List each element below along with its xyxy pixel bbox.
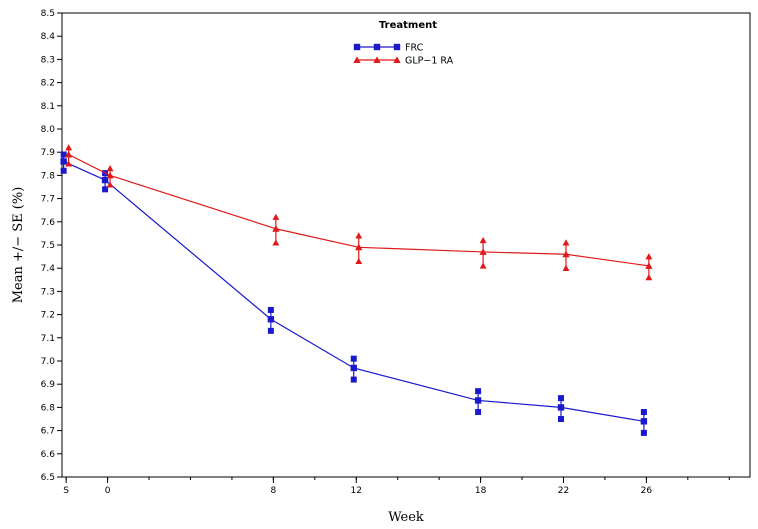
mean-marker xyxy=(64,150,73,158)
y-tick-label: 6.5 xyxy=(41,473,55,483)
lower-marker xyxy=(267,327,274,334)
lower-marker xyxy=(102,186,109,193)
y-tick-label: 7.8 xyxy=(41,171,56,181)
legend-label: GLP−1 RA xyxy=(405,56,454,67)
upper-marker xyxy=(60,151,67,158)
upper-marker xyxy=(479,236,487,244)
legend-label: FRC xyxy=(405,43,424,54)
series-1 xyxy=(64,144,653,281)
y-tick-label: 8.4 xyxy=(41,32,56,42)
y-tick-label: 7.2 xyxy=(41,311,55,321)
lower-marker xyxy=(645,274,653,281)
y-tick-label: 8.1 xyxy=(41,102,55,112)
x-tick-label: 22 xyxy=(558,486,569,496)
mean-marker xyxy=(640,418,648,425)
mean-marker xyxy=(267,316,275,323)
legend-marker xyxy=(353,43,361,51)
lower-marker xyxy=(65,160,73,167)
lower-marker xyxy=(350,376,357,383)
series-0 xyxy=(60,151,648,436)
x-tick-label: 18 xyxy=(475,486,487,496)
x-tick-label: 0 xyxy=(105,486,111,496)
y-tick-label: 7.6 xyxy=(41,218,56,228)
upper-marker xyxy=(65,144,73,151)
lower-marker xyxy=(475,409,482,416)
mean-marker xyxy=(60,158,67,165)
lower-marker xyxy=(272,239,280,246)
legend-marker xyxy=(353,56,361,63)
mean-marker xyxy=(101,176,109,184)
x-tick-label: 12 xyxy=(351,486,362,496)
y-tick-label: 7.9 xyxy=(41,148,56,158)
y-tick-label: 8.0 xyxy=(41,125,56,135)
series-layer xyxy=(60,144,653,436)
upper-marker xyxy=(272,213,280,220)
upper-marker xyxy=(355,232,363,239)
y-tick-label: 7.7 xyxy=(41,195,55,205)
upper-marker xyxy=(267,306,274,313)
y-axis: 6.5 6.6 6.7 6.8 6.9 7.0 7.1 7.2 7.3 7.4 7.5 7.6 7.7 7… xyxy=(41,9,62,483)
plot-frame xyxy=(61,12,751,478)
mean-marker xyxy=(557,404,565,411)
upper-marker xyxy=(106,164,114,172)
y-tick-label: 6.8 xyxy=(41,403,56,413)
legend-marker xyxy=(393,43,401,51)
mean-marker xyxy=(474,397,482,404)
x-axis: S 0 8 12 18 22 26 xyxy=(63,477,730,496)
x-tick-label: 8 xyxy=(271,486,277,496)
upper-marker xyxy=(640,409,647,416)
lower-marker xyxy=(60,167,67,174)
mean-marker xyxy=(562,250,570,258)
legend-title: Treatment xyxy=(379,20,437,31)
mean-marker xyxy=(106,171,114,179)
mean-marker xyxy=(350,364,357,372)
y-tick-label: 6.6 xyxy=(41,450,56,460)
upper-marker xyxy=(562,239,570,246)
x-tick-label: 26 xyxy=(641,486,653,496)
mean-marker xyxy=(355,243,363,251)
upper-marker xyxy=(475,388,482,395)
upper-marker xyxy=(350,355,357,362)
mean-marker xyxy=(479,248,487,255)
y-tick-label: 8.2 xyxy=(41,79,55,89)
legend-marker xyxy=(373,43,381,51)
y-tick-label: 7.0 xyxy=(41,357,56,367)
lower-marker xyxy=(557,416,564,422)
y-tick-label: 6.7 xyxy=(41,427,55,437)
x-axis-title: Week xyxy=(388,510,424,525)
legend-marker xyxy=(393,56,401,63)
y-tick-label: 7.1 xyxy=(41,334,55,344)
upper-marker xyxy=(557,395,564,402)
lower-marker xyxy=(479,262,487,269)
lower-marker xyxy=(640,429,647,436)
y-tick-label: 6.9 xyxy=(41,380,56,390)
y-tick-label: 7.5 xyxy=(41,241,55,251)
y-tick-label: 8.3 xyxy=(41,55,55,65)
x-tick-label: S xyxy=(63,486,69,496)
lower-marker xyxy=(106,181,114,188)
lower-marker xyxy=(562,264,570,271)
legend: Treatment FRC GLP−1 RA xyxy=(353,20,454,67)
mean-marker xyxy=(272,225,280,232)
y-tick-label: 7.3 xyxy=(41,287,55,297)
y-axis-title: Mean +/− SE (%) xyxy=(11,187,26,304)
mean-marker xyxy=(645,262,653,269)
y-tick-label: 7.4 xyxy=(41,264,56,274)
y-tick-label: 8.5 xyxy=(41,9,55,19)
legend-marker xyxy=(373,56,381,63)
lower-marker xyxy=(355,257,363,264)
upper-marker xyxy=(645,253,653,260)
